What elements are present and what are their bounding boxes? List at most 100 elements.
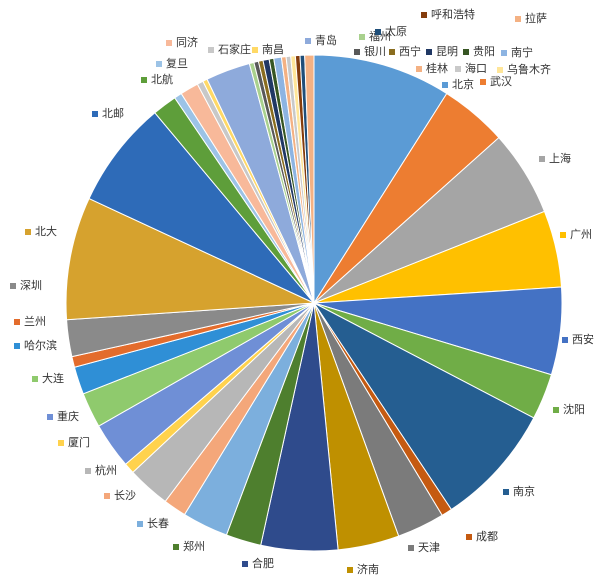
slice-label-银川: 银川 (354, 44, 386, 58)
slice-label-北大: 北大 (25, 224, 57, 238)
legend-swatch (305, 38, 311, 44)
slice-label-济南: 济南 (347, 562, 379, 576)
legend-swatch (242, 561, 248, 567)
slice-label-text: 济南 (357, 562, 379, 576)
slice-label-text: 广州 (570, 228, 592, 241)
slice-label-成都: 成都 (466, 530, 498, 543)
slice-label-text: 复旦 (166, 56, 188, 70)
legend-swatch (562, 337, 568, 343)
slice-label-天津: 天津 (408, 541, 440, 554)
legend-swatch (359, 34, 365, 40)
slice-label-text: 北京 (452, 77, 474, 91)
slice-label-text: 兰州 (24, 315, 46, 328)
slice-label-杭州: 杭州 (85, 463, 117, 477)
legend-swatch (347, 567, 353, 573)
legend-swatch (85, 468, 91, 474)
slice-label-text: 桂林 (426, 61, 448, 75)
slice-label-海口: 海口 (455, 61, 487, 75)
slice-label-大连: 大连 (32, 371, 64, 385)
slice-label-北邮: 北邮 (92, 107, 124, 120)
slices-layer (65, 54, 563, 552)
slice-label-呼和浩特: 呼和浩特 (421, 7, 475, 21)
slice-label-text: 同济 (176, 35, 198, 49)
legend-swatch (455, 66, 461, 72)
slice-label-text: 天津 (418, 541, 440, 554)
legend-swatch (354, 49, 360, 55)
slice-label-青岛: 青岛 (305, 33, 337, 47)
legend-swatch (539, 156, 545, 162)
slice-label-同济: 同济 (166, 35, 198, 49)
slice-label-text: 南京 (513, 484, 535, 498)
slice-label-text: 深圳 (20, 279, 42, 292)
legend-swatch (375, 29, 381, 35)
slice-label-南宁: 南宁 (501, 45, 533, 59)
slice-label-text: 北大 (35, 224, 57, 238)
slice-label-text: 乌鲁木齐 (507, 62, 551, 76)
slice-label-合肥: 合肥 (242, 556, 274, 570)
slice-label-武汉: 武汉 (480, 75, 512, 88)
slice-label-text: 贵阳 (473, 45, 495, 58)
slice-label-沈阳: 沈阳 (553, 402, 585, 416)
legend-swatch (173, 544, 179, 550)
slice-label-text: 合肥 (252, 556, 274, 570)
slice-label-text: 大连 (42, 371, 64, 385)
slice-label-桂林: 桂林 (416, 61, 448, 75)
pie-slice-北京 (313, 54, 448, 305)
slice-label-text: 北邮 (102, 107, 124, 120)
slice-label-text: 长春 (147, 517, 169, 530)
slice-label-长春: 长春 (137, 517, 169, 530)
legend-swatch (497, 67, 503, 73)
legend-swatch (553, 407, 559, 413)
slice-label-text: 沈阳 (563, 402, 585, 416)
pie-slice-北大 (65, 197, 315, 321)
slice-label-text: 西安 (572, 332, 594, 346)
slice-label-text: 拉萨 (525, 11, 547, 25)
slice-label-深圳: 深圳 (10, 279, 42, 292)
legend-swatch (47, 414, 53, 420)
slice-label-广州: 广州 (560, 228, 592, 241)
slice-label-text: 武汉 (490, 75, 512, 88)
pie-slice-北邮 (88, 112, 315, 304)
slice-label-text: 北航 (151, 72, 173, 86)
legend-swatch (14, 319, 20, 325)
legend-swatch (25, 229, 31, 235)
legend-swatch (10, 283, 16, 289)
legend-swatch (141, 77, 147, 83)
legend-swatch (104, 493, 110, 499)
slice-label-text: 海口 (465, 61, 487, 75)
slice-label-text: 杭州 (95, 463, 117, 477)
legend-swatch (92, 111, 98, 117)
slice-label-南昌: 南昌 (252, 43, 284, 56)
slice-label-text: 石家庄 (218, 42, 251, 56)
legend-swatch (442, 82, 448, 88)
slice-label-text: 西宁 (399, 44, 421, 58)
legend-swatch (515, 16, 521, 22)
slice-label-太原: 太原 (375, 25, 407, 38)
slice-label-昆明: 昆明 (426, 45, 458, 58)
legend-swatch (166, 40, 172, 46)
slice-label-text: 青岛 (315, 33, 337, 47)
legend-swatch (389, 49, 395, 55)
slice-label-乌鲁木齐: 乌鲁木齐 (497, 62, 551, 76)
slice-label-福州: 福州 (359, 29, 391, 43)
legend-swatch (503, 489, 509, 495)
slice-label-上海: 上海 (539, 151, 571, 165)
slice-label-text: 上海 (549, 151, 571, 165)
slice-label-text: 呼和浩特 (431, 7, 475, 21)
legend-swatch (137, 521, 143, 527)
pie-slice-拉萨 (304, 54, 315, 304)
slice-label-北京: 北京 (442, 77, 474, 91)
slice-label-text: 福州 (369, 29, 391, 43)
pie-slice-南京 (313, 302, 535, 511)
slice-label-text: 长沙 (114, 489, 136, 502)
legend-swatch (14, 343, 20, 349)
slice-label-厦门: 厦门 (58, 435, 90, 449)
slice-label-哈尔滨: 哈尔滨 (14, 338, 57, 352)
slice-label-兰州: 兰州 (14, 315, 46, 328)
legend-swatch (466, 534, 472, 540)
legend-swatch (32, 376, 38, 382)
legend-swatch (560, 232, 566, 238)
